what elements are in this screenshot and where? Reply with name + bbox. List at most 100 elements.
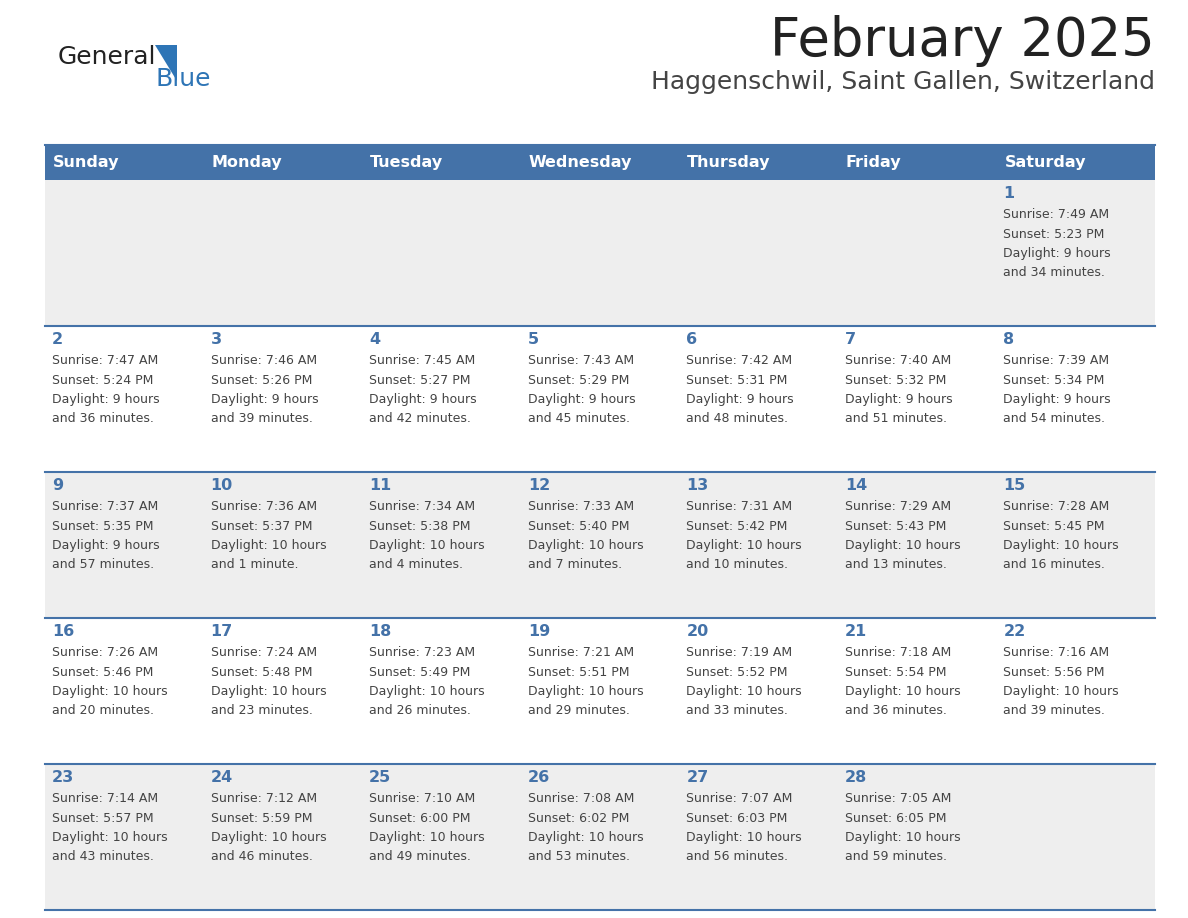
Text: Daylight: 10 hours: Daylight: 10 hours <box>845 831 960 844</box>
Text: Sunset: 5:52 PM: Sunset: 5:52 PM <box>687 666 788 678</box>
Text: and 46 minutes.: and 46 minutes. <box>210 850 312 864</box>
Bar <box>45 326 1155 472</box>
Text: Sunrise: 7:18 AM: Sunrise: 7:18 AM <box>845 646 952 659</box>
Bar <box>45 472 1155 618</box>
Text: Daylight: 10 hours: Daylight: 10 hours <box>687 831 802 844</box>
Text: and 48 minutes.: and 48 minutes. <box>687 412 789 426</box>
Text: and 39 minutes.: and 39 minutes. <box>210 412 312 426</box>
Text: Daylight: 9 hours: Daylight: 9 hours <box>52 539 159 552</box>
Text: Sunset: 5:51 PM: Sunset: 5:51 PM <box>527 666 630 678</box>
Text: 24: 24 <box>210 770 233 785</box>
Text: and 20 minutes.: and 20 minutes. <box>52 704 154 718</box>
Text: Sunset: 5:43 PM: Sunset: 5:43 PM <box>845 520 946 532</box>
Text: Sunrise: 7:34 AM: Sunrise: 7:34 AM <box>369 500 475 513</box>
Text: Sunrise: 7:07 AM: Sunrise: 7:07 AM <box>687 792 792 805</box>
Text: 16: 16 <box>52 624 74 639</box>
Text: Sunset: 5:23 PM: Sunset: 5:23 PM <box>1004 228 1105 241</box>
Text: Daylight: 10 hours: Daylight: 10 hours <box>369 539 485 552</box>
Text: February 2025: February 2025 <box>770 15 1155 67</box>
Text: Sunrise: 7:08 AM: Sunrise: 7:08 AM <box>527 792 634 805</box>
Text: 18: 18 <box>369 624 391 639</box>
Text: Sunset: 6:05 PM: Sunset: 6:05 PM <box>845 812 947 824</box>
Text: and 7 minutes.: and 7 minutes. <box>527 558 621 572</box>
Text: Sunset: 5:46 PM: Sunset: 5:46 PM <box>52 666 153 678</box>
Text: Daylight: 10 hours: Daylight: 10 hours <box>1004 685 1119 698</box>
Text: Sunrise: 7:47 AM: Sunrise: 7:47 AM <box>52 354 158 367</box>
Text: and 59 minutes.: and 59 minutes. <box>845 850 947 864</box>
Text: 12: 12 <box>527 478 550 493</box>
Bar <box>45 145 203 180</box>
Text: Sunset: 5:42 PM: Sunset: 5:42 PM <box>687 520 788 532</box>
Text: Daylight: 9 hours: Daylight: 9 hours <box>1004 247 1111 260</box>
Text: Sunset: 5:56 PM: Sunset: 5:56 PM <box>1004 666 1105 678</box>
Text: Sunrise: 7:40 AM: Sunrise: 7:40 AM <box>845 354 952 367</box>
Bar <box>520 145 680 180</box>
Text: 4: 4 <box>369 332 380 347</box>
Text: Sunrise: 7:12 AM: Sunrise: 7:12 AM <box>210 792 317 805</box>
Text: Sunset: 5:38 PM: Sunset: 5:38 PM <box>369 520 470 532</box>
Text: 8: 8 <box>1004 332 1015 347</box>
Text: Sunrise: 7:36 AM: Sunrise: 7:36 AM <box>210 500 317 513</box>
Text: Sunrise: 7:21 AM: Sunrise: 7:21 AM <box>527 646 634 659</box>
Bar <box>680 145 838 180</box>
Text: Daylight: 9 hours: Daylight: 9 hours <box>52 393 159 406</box>
Bar <box>997 145 1155 180</box>
Text: Daylight: 9 hours: Daylight: 9 hours <box>1004 393 1111 406</box>
Text: 2: 2 <box>52 332 63 347</box>
Text: Sunrise: 7:24 AM: Sunrise: 7:24 AM <box>210 646 317 659</box>
Text: Sunset: 5:35 PM: Sunset: 5:35 PM <box>52 520 153 532</box>
Text: Sunrise: 7:14 AM: Sunrise: 7:14 AM <box>52 792 158 805</box>
Text: Sunrise: 7:23 AM: Sunrise: 7:23 AM <box>369 646 475 659</box>
Text: Wednesday: Wednesday <box>529 155 632 170</box>
Text: and 10 minutes.: and 10 minutes. <box>687 558 789 572</box>
Text: Sunrise: 7:37 AM: Sunrise: 7:37 AM <box>52 500 158 513</box>
Bar <box>45 618 1155 764</box>
Text: Daylight: 10 hours: Daylight: 10 hours <box>687 539 802 552</box>
Text: and 42 minutes.: and 42 minutes. <box>369 412 470 426</box>
Text: Sunset: 5:32 PM: Sunset: 5:32 PM <box>845 374 946 386</box>
Text: and 33 minutes.: and 33 minutes. <box>687 704 788 718</box>
Text: Daylight: 10 hours: Daylight: 10 hours <box>527 685 644 698</box>
Bar <box>45 180 1155 326</box>
Text: Daylight: 9 hours: Daylight: 9 hours <box>210 393 318 406</box>
Text: and 53 minutes.: and 53 minutes. <box>527 850 630 864</box>
Text: and 36 minutes.: and 36 minutes. <box>52 412 154 426</box>
Text: Daylight: 10 hours: Daylight: 10 hours <box>845 539 960 552</box>
Text: Sunset: 5:31 PM: Sunset: 5:31 PM <box>687 374 788 386</box>
Text: Sunset: 5:57 PM: Sunset: 5:57 PM <box>52 812 153 824</box>
Text: 17: 17 <box>210 624 233 639</box>
Text: General: General <box>58 45 157 69</box>
Text: Sunday: Sunday <box>53 155 120 170</box>
Text: 27: 27 <box>687 770 708 785</box>
Text: Daylight: 10 hours: Daylight: 10 hours <box>210 685 327 698</box>
Text: Sunset: 5:34 PM: Sunset: 5:34 PM <box>1004 374 1105 386</box>
Text: Sunset: 5:49 PM: Sunset: 5:49 PM <box>369 666 470 678</box>
Text: 19: 19 <box>527 624 550 639</box>
Text: Daylight: 9 hours: Daylight: 9 hours <box>687 393 794 406</box>
Text: and 57 minutes.: and 57 minutes. <box>52 558 154 572</box>
Text: 25: 25 <box>369 770 391 785</box>
Text: Daylight: 10 hours: Daylight: 10 hours <box>210 539 327 552</box>
Text: Sunset: 5:29 PM: Sunset: 5:29 PM <box>527 374 630 386</box>
Text: Daylight: 10 hours: Daylight: 10 hours <box>845 685 960 698</box>
Text: Blue: Blue <box>154 67 210 91</box>
Text: and 51 minutes.: and 51 minutes. <box>845 412 947 426</box>
Text: and 1 minute.: and 1 minute. <box>210 558 298 572</box>
Text: 21: 21 <box>845 624 867 639</box>
Text: and 16 minutes.: and 16 minutes. <box>1004 558 1105 572</box>
Text: 13: 13 <box>687 478 708 493</box>
Text: Daylight: 10 hours: Daylight: 10 hours <box>369 685 485 698</box>
Text: 6: 6 <box>687 332 697 347</box>
Text: and 43 minutes.: and 43 minutes. <box>52 850 154 864</box>
Text: Daylight: 10 hours: Daylight: 10 hours <box>369 831 485 844</box>
Text: Sunrise: 7:39 AM: Sunrise: 7:39 AM <box>1004 354 1110 367</box>
Text: Sunrise: 7:28 AM: Sunrise: 7:28 AM <box>1004 500 1110 513</box>
Text: Sunset: 5:48 PM: Sunset: 5:48 PM <box>210 666 312 678</box>
Text: Daylight: 10 hours: Daylight: 10 hours <box>687 685 802 698</box>
Text: Sunrise: 7:43 AM: Sunrise: 7:43 AM <box>527 354 634 367</box>
Text: Sunset: 6:02 PM: Sunset: 6:02 PM <box>527 812 630 824</box>
Text: Friday: Friday <box>846 155 902 170</box>
Text: Daylight: 10 hours: Daylight: 10 hours <box>52 685 168 698</box>
Text: Sunset: 5:45 PM: Sunset: 5:45 PM <box>1004 520 1105 532</box>
Text: and 39 minutes.: and 39 minutes. <box>1004 704 1105 718</box>
